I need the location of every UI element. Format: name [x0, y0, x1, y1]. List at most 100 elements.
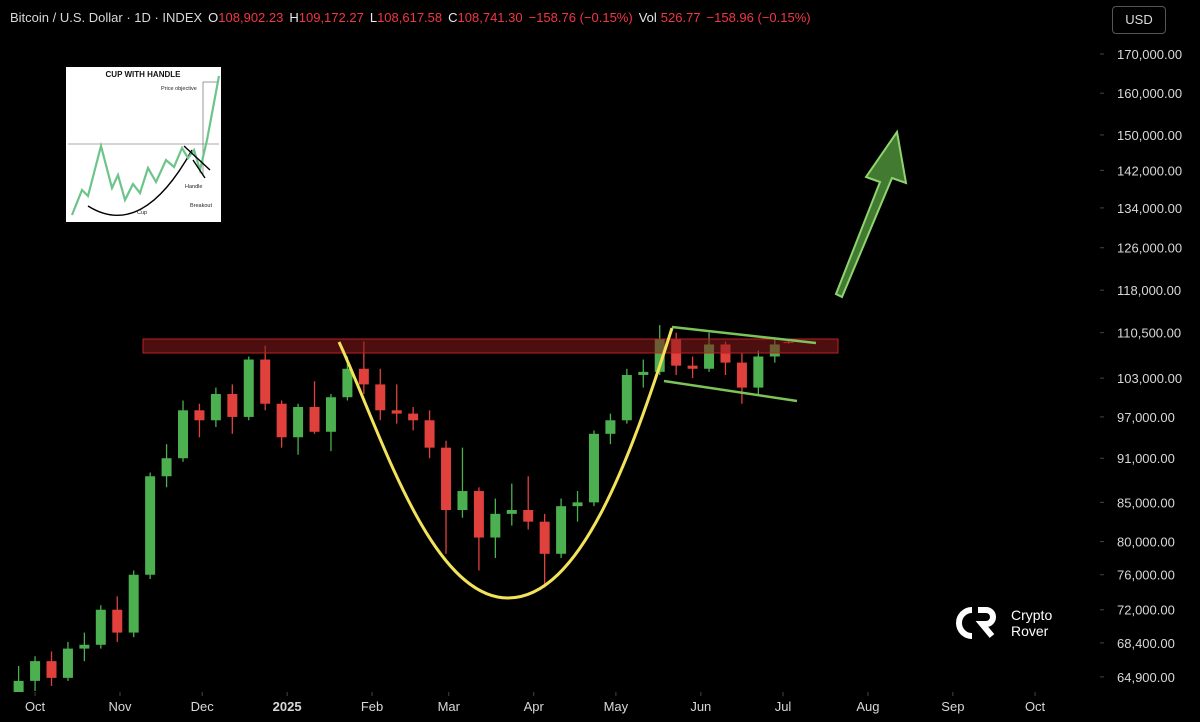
x-tick-label: Aug	[856, 699, 879, 714]
x-tick-label: Jul	[775, 699, 792, 714]
candle-body	[293, 407, 304, 438]
inset-label: Breakout	[190, 203, 212, 209]
candle-body	[621, 374, 632, 421]
candle-body	[523, 510, 534, 522]
x-tick-label: Feb	[361, 699, 383, 714]
x-tick-label: Mar	[438, 699, 461, 714]
candle-body	[243, 359, 254, 417]
y-tick-label: 64,900.00	[1117, 670, 1175, 685]
candle-body	[704, 344, 715, 369]
vol-change: −158.96 (−0.15%)	[706, 10, 811, 25]
candle-body	[687, 365, 698, 369]
y-tick-label: 170,000.00	[1117, 47, 1182, 62]
ohlc-label: C	[448, 10, 458, 25]
x-tick-label: 2025	[273, 699, 302, 714]
logo-text: Rover	[1011, 623, 1049, 639]
candle-body	[13, 680, 24, 692]
inset-label: Handle	[185, 184, 202, 190]
y-tick-label: 103,000.00	[1117, 371, 1182, 386]
candle-body	[112, 609, 123, 633]
y-tick-label: 68,400.00	[1117, 636, 1175, 651]
candle-body	[720, 344, 731, 363]
y-tick-label: 160,000.00	[1117, 86, 1182, 101]
inset-title: CUP WITH HANDLE	[106, 70, 182, 79]
y-tick-label: 110,500.00	[1117, 326, 1181, 341]
ohlc-value: 108,617.58	[377, 10, 443, 25]
candle-body	[276, 403, 287, 438]
candle-body	[342, 368, 353, 398]
inset-label: Cup	[137, 210, 147, 216]
candle-body	[128, 574, 139, 633]
y-tick-label: 80,000.00	[1117, 535, 1175, 550]
x-tick-label: Nov	[108, 699, 132, 714]
y-tick-label: 76,000.00	[1117, 568, 1175, 583]
ohlc-label: O	[208, 10, 219, 25]
candle-body	[358, 368, 369, 385]
candle-body	[161, 458, 172, 477]
symbol-title: Bitcoin / U.S. Dollar · 1D · INDEX	[10, 10, 203, 25]
candle-body	[408, 413, 419, 421]
candle-body	[441, 447, 452, 511]
cup-curve	[337, 327, 674, 600]
ohlc-label: L	[369, 10, 378, 25]
candle-body	[260, 359, 271, 404]
candle-body	[736, 362, 747, 388]
candle-body	[654, 338, 665, 372]
ohlc-label: H	[289, 10, 299, 25]
candle-body	[753, 356, 764, 388]
logo: Crypto Rover	[956, 607, 1052, 639]
candle-body	[178, 410, 189, 459]
currency-button[interactable]: USD	[1112, 6, 1166, 34]
candle-body	[506, 510, 517, 514]
change: −158.76 (−0.15%)	[528, 10, 633, 25]
candle-body	[424, 420, 435, 448]
candle-body	[375, 384, 386, 411]
candle-body	[391, 410, 402, 414]
candle-body	[605, 420, 616, 434]
candle-body	[638, 371, 649, 375]
x-tick-label: Sep	[941, 699, 964, 714]
candle-body	[309, 407, 320, 432]
y-tick-label: 97,000.00	[1117, 410, 1175, 425]
candle-body	[79, 644, 90, 649]
y-tick-label: 72,000.00	[1117, 603, 1175, 618]
y-tick-label: 134,000.00	[1117, 201, 1182, 216]
resistance-zone	[142, 338, 839, 354]
candle-body	[145, 476, 156, 575]
header: Bitcoin / U.S. Dollar · 1D · INDEX O108,9…	[10, 10, 811, 25]
y-tick-label: 150,000.00	[1117, 128, 1182, 143]
y-tick-label: 142,000.00	[1117, 163, 1182, 178]
x-tick-label: Dec	[191, 699, 215, 714]
candle-body	[62, 648, 73, 678]
candle-body	[194, 410, 205, 421]
ohlc-value: 108,902.23	[218, 10, 284, 25]
y-tick-label: 126,000.00	[1117, 241, 1182, 256]
y-tick-label: 85,000.00	[1117, 495, 1175, 510]
x-tick-label: Jun	[690, 699, 711, 714]
ohlc-value: 108,741.30	[457, 10, 523, 25]
x-tick-label: Oct	[1025, 699, 1046, 714]
vol-value: 526.77	[660, 10, 701, 25]
inset-label: Price objective	[161, 86, 197, 92]
candle-body	[95, 609, 106, 645]
candle-body	[490, 513, 501, 538]
channel-bottom	[663, 379, 798, 403]
candle-body	[572, 502, 583, 507]
candle-body	[325, 397, 336, 432]
y-tick-label: 118,000.00	[1117, 283, 1181, 298]
candle-body	[588, 433, 599, 503]
candle-body	[473, 491, 484, 538]
ohlc-value: 109,172.27	[298, 10, 364, 25]
candle-body	[227, 394, 238, 417]
y-tick-label: 91,000.00	[1117, 451, 1175, 466]
target-arrow	[834, 129, 908, 299]
candle-body	[556, 506, 567, 554]
inset: CUP WITH HANDLE Price objective Handle C…	[66, 67, 221, 222]
candle-body	[457, 491, 468, 511]
candle-body	[30, 661, 41, 681]
x-tick-label: Apr	[524, 699, 545, 714]
logo-text: Crypto	[1011, 607, 1052, 623]
vol-label: Vol	[638, 10, 657, 25]
